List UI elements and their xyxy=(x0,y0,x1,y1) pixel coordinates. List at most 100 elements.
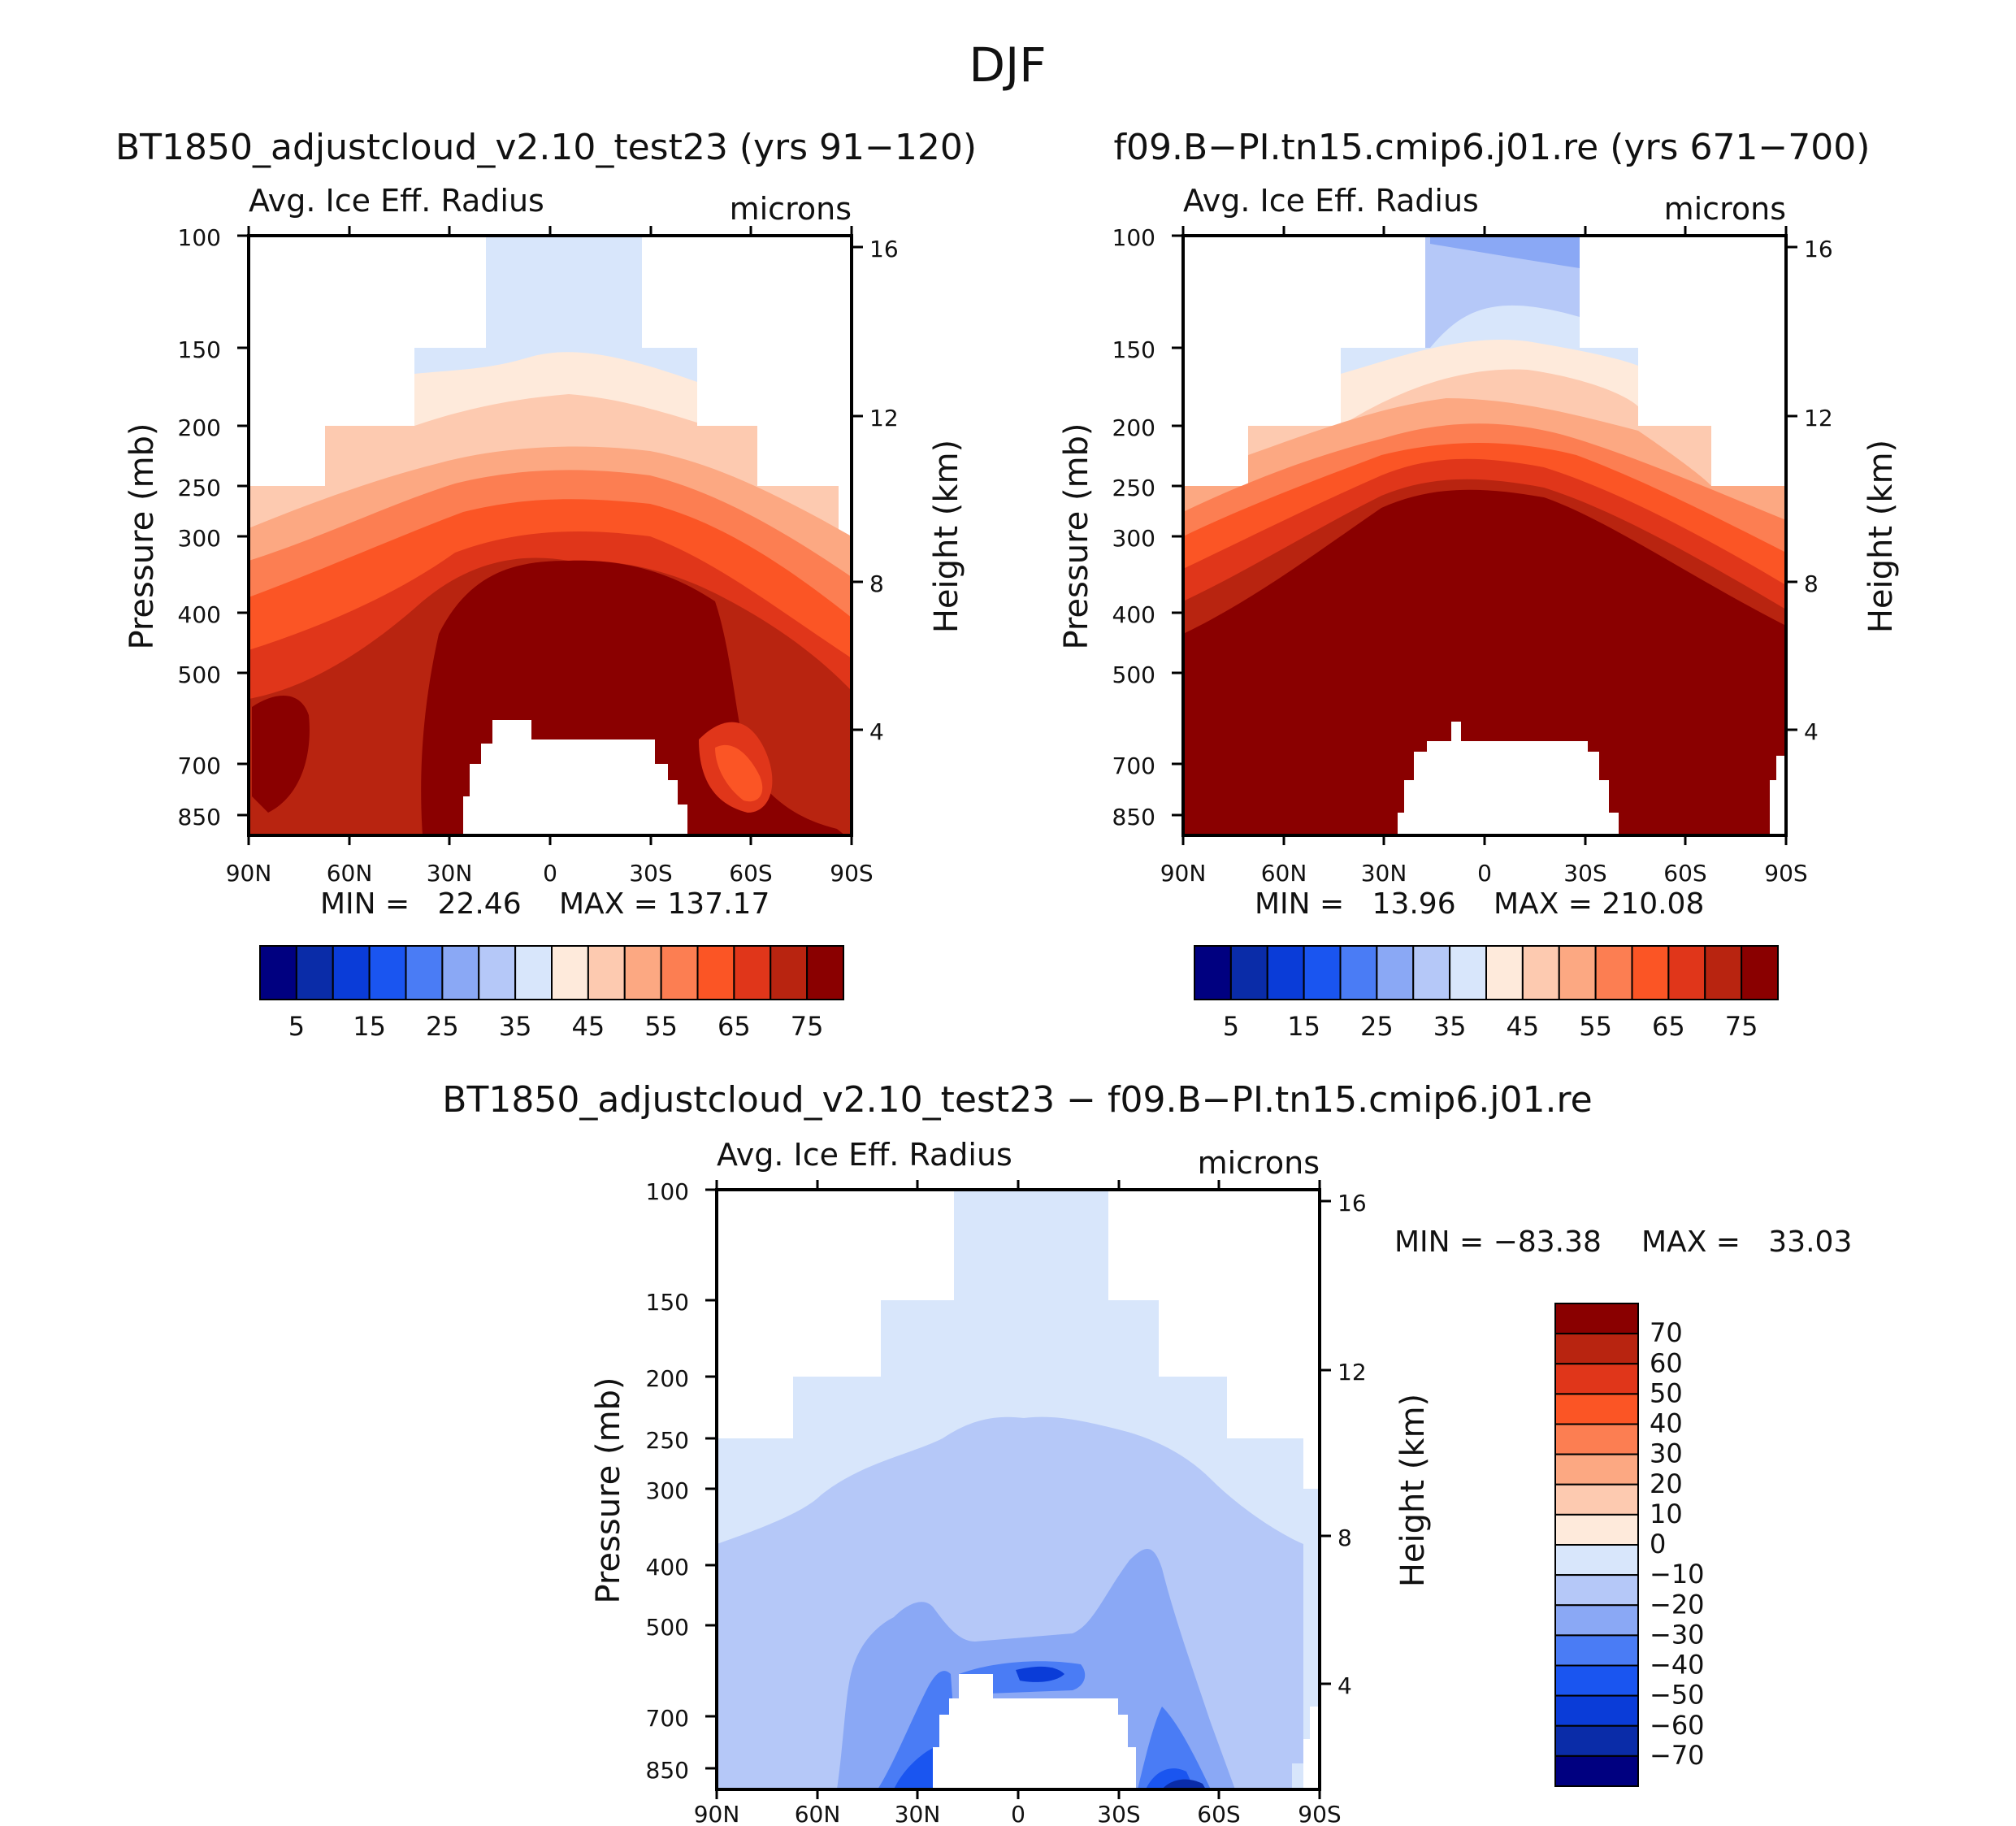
colorbar-label: 70 xyxy=(1650,1317,1683,1348)
colorbar-label: 75 xyxy=(1725,1011,1758,1042)
colorbar-swatch xyxy=(770,945,809,1000)
panel-3-ytick: 150 xyxy=(646,1289,689,1316)
colorbar-label: 35 xyxy=(499,1011,532,1042)
colorbar-swatch xyxy=(1667,945,1706,1000)
panel-2-ytick: 300 xyxy=(1112,525,1155,552)
panel-3-terrain xyxy=(933,1674,1136,1789)
colorbar-swatch xyxy=(368,945,407,1000)
panel-1-yrtick: 8 xyxy=(869,570,884,597)
panel-1-xtick: 30S xyxy=(629,860,672,887)
colorbar-label: 55 xyxy=(1579,1011,1612,1042)
panel-2-terrain-right xyxy=(1770,756,1786,835)
panel-1-ytick: 300 xyxy=(178,525,221,552)
panel-2-max: MAX = 210.08 xyxy=(1494,887,1704,921)
colorbar-label: −40 xyxy=(1650,1650,1705,1681)
panel-3-xtick: 90S xyxy=(1298,1801,1341,1826)
panel-2-subtitle-right: microns xyxy=(1664,191,1786,227)
panel-3-ytick: 400 xyxy=(646,1554,689,1581)
panel-2-ytick: 200 xyxy=(1112,414,1155,441)
panel-3-ytick: 250 xyxy=(646,1427,689,1454)
colorbar-label: 5 xyxy=(288,1011,305,1042)
colorbar-label: −60 xyxy=(1650,1710,1705,1741)
panel-3-xtick: 30S xyxy=(1097,1801,1140,1826)
panel-1-min: MIN = 22.46 xyxy=(320,887,522,921)
panel-1-ytick: 400 xyxy=(178,601,221,628)
panel-3-ytick: 850 xyxy=(646,1757,689,1784)
panel-1-ytick: 700 xyxy=(178,753,221,779)
colorbar-swatch xyxy=(696,945,735,1000)
panel-1-yaxis-labels: 100 150 200 250 300 400 500 700 850 16 1… xyxy=(124,224,965,831)
panel-3-subtitle-right: microns xyxy=(1198,1145,1320,1181)
panel-2-yrtick: 8 xyxy=(1804,570,1819,597)
colorbar-label: 50 xyxy=(1650,1377,1683,1408)
panel-1-xtick: 0 xyxy=(543,860,557,887)
colorbar-swatch xyxy=(1554,1544,1639,1577)
panel-1-ytick: 850 xyxy=(178,804,221,831)
colorbar-swatch xyxy=(1554,1303,1639,1335)
panel-1-yrtick: 4 xyxy=(869,718,884,745)
panel-3: BT1850_adjustcloud_v2.10_test23 − f09.B−… xyxy=(442,1079,1852,1826)
panel-1-ytick: 250 xyxy=(178,475,221,501)
panel-2-xtick: 60N xyxy=(1261,860,1307,887)
panel-2-ytick: 850 xyxy=(1112,804,1155,831)
colorbar-swatch xyxy=(1303,945,1342,1000)
panel-1-ylabel-right: Height (km) xyxy=(928,440,965,633)
colorbar-swatch xyxy=(259,945,297,1000)
colorbar-label: −50 xyxy=(1650,1680,1705,1711)
colorbar-label: 10 xyxy=(1650,1499,1683,1529)
panel-3-yrtick: 8 xyxy=(1337,1525,1352,1551)
panel-2: f09.B−PI.tn15.cmip6.j01.re (yrs 671−700)… xyxy=(1058,127,1900,1042)
panel-2-ytick: 400 xyxy=(1112,601,1155,628)
colorbar-label: 15 xyxy=(353,1011,386,1042)
panel-2-xtick: 0 xyxy=(1477,860,1492,887)
colorbar-swatch xyxy=(1554,1453,1639,1486)
colorbar-swatch xyxy=(332,945,371,1000)
panel-1-subtitle-left: Avg. Ice Eff. Radius xyxy=(249,183,544,219)
colorbar-swatch xyxy=(1266,945,1305,1000)
colorbar-swatch xyxy=(1339,945,1378,1000)
panel-3-min: MIN = −83.38 xyxy=(1394,1225,1602,1259)
colorbar-swatch xyxy=(1229,945,1268,1000)
panel-3-layer-c2 xyxy=(1162,1779,1206,1789)
panel-3-plot xyxy=(705,1180,1331,1799)
colorbar-swatch xyxy=(806,945,844,1000)
panel-2-ytick: 700 xyxy=(1112,753,1155,779)
panel-2-yaxis-labels: 100 150 200 250 300 400 500 700 850 16 1… xyxy=(1058,224,1900,831)
panel-2-ylabel: Pressure (mb) xyxy=(1058,423,1095,649)
panel-2-ytick: 500 xyxy=(1112,661,1155,688)
colorbar-swatch xyxy=(1741,945,1779,1000)
colorbar-label: 65 xyxy=(718,1011,751,1042)
colorbar-swatch xyxy=(1554,1694,1639,1727)
colorbar-label: 45 xyxy=(572,1011,605,1042)
colorbar-label: 60 xyxy=(1650,1347,1683,1378)
colorbar-label: 15 xyxy=(1287,1011,1320,1042)
panel-3-ytick: 500 xyxy=(646,1614,689,1641)
colorbar-swatch xyxy=(1554,1604,1639,1637)
panel-1-colorbar: 5 15 25 35 45 55 65 75 xyxy=(259,945,844,1042)
panel-3-terrain-right xyxy=(1303,1707,1320,1789)
panel-3-xtick: 60S xyxy=(1197,1801,1240,1826)
colorbar-swatch xyxy=(1554,1333,1639,1365)
panel-1-xtick: 30N xyxy=(427,860,473,887)
colorbar-label: −10 xyxy=(1650,1559,1705,1590)
colorbar-swatch xyxy=(551,945,589,1000)
panel-2-xaxis-labels: 90N 60N 30N 0 30S 60S 90S xyxy=(1160,860,1808,887)
panel-3-yrtick: 12 xyxy=(1337,1359,1367,1386)
panel-1-xtick: 90N xyxy=(226,860,272,887)
panel-3-xtick: 0 xyxy=(1011,1801,1025,1826)
colorbar-swatch xyxy=(1558,945,1597,1000)
panel-3-yrtick: 16 xyxy=(1337,1190,1367,1217)
panel-3-yaxis-labels: 100 150 200 250 300 400 500 700 850 16 1… xyxy=(590,1178,1432,1784)
panel-3-layer-c3-mid xyxy=(1016,1666,1064,1682)
colorbar-swatch xyxy=(587,945,626,1000)
colorbar-label: 20 xyxy=(1650,1468,1683,1499)
panel-3-ytick: 200 xyxy=(646,1365,689,1392)
panel-3-xtick: 90N xyxy=(694,1801,740,1826)
page-title: DJF xyxy=(969,37,1046,93)
panel-2-xtick: 90S xyxy=(1764,860,1807,887)
colorbar-label: 25 xyxy=(1360,1011,1394,1042)
colorbar-swatch xyxy=(1485,945,1524,1000)
colorbar-label: 75 xyxy=(791,1011,824,1042)
